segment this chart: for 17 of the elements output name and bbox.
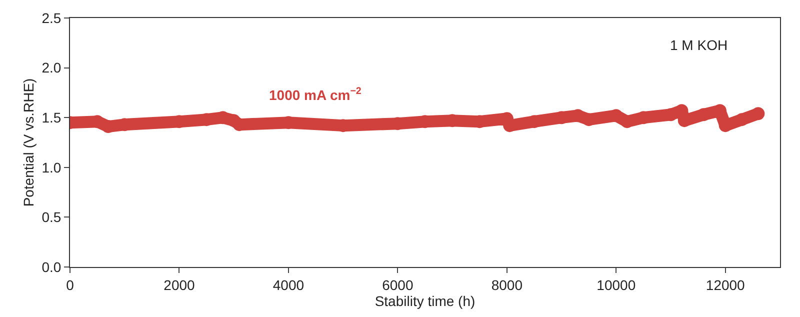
y-tick-label: 2.5 — [42, 10, 62, 26]
y-tick-label: 1.5 — [42, 110, 62, 126]
annotation: 1 M KOH — [670, 37, 728, 53]
y-axis-title: Potential (V vs.RHE) — [20, 78, 36, 207]
y-tick-label: 0.0 — [42, 258, 62, 275]
x-tick-label: 4000 — [272, 276, 304, 293]
x-axis-title: Stability time (h) — [374, 293, 476, 310]
x-tick-label: 12000 — [706, 276, 746, 293]
x-tick-label: 0 — [66, 276, 74, 293]
y-tick-label: 0.5 — [42, 209, 62, 226]
y-tick-label: 1.0 — [42, 159, 62, 176]
series-label: 1000 mA cm$^{−2}$ — [269, 86, 362, 103]
x-tick-label: 8000 — [491, 276, 523, 293]
x-tick-label: 10000 — [596, 276, 636, 293]
x-tick-label: 2000 — [164, 276, 196, 293]
y-tick-label: 2.0 — [42, 60, 62, 76]
x-tick-label: 6000 — [382, 276, 414, 293]
